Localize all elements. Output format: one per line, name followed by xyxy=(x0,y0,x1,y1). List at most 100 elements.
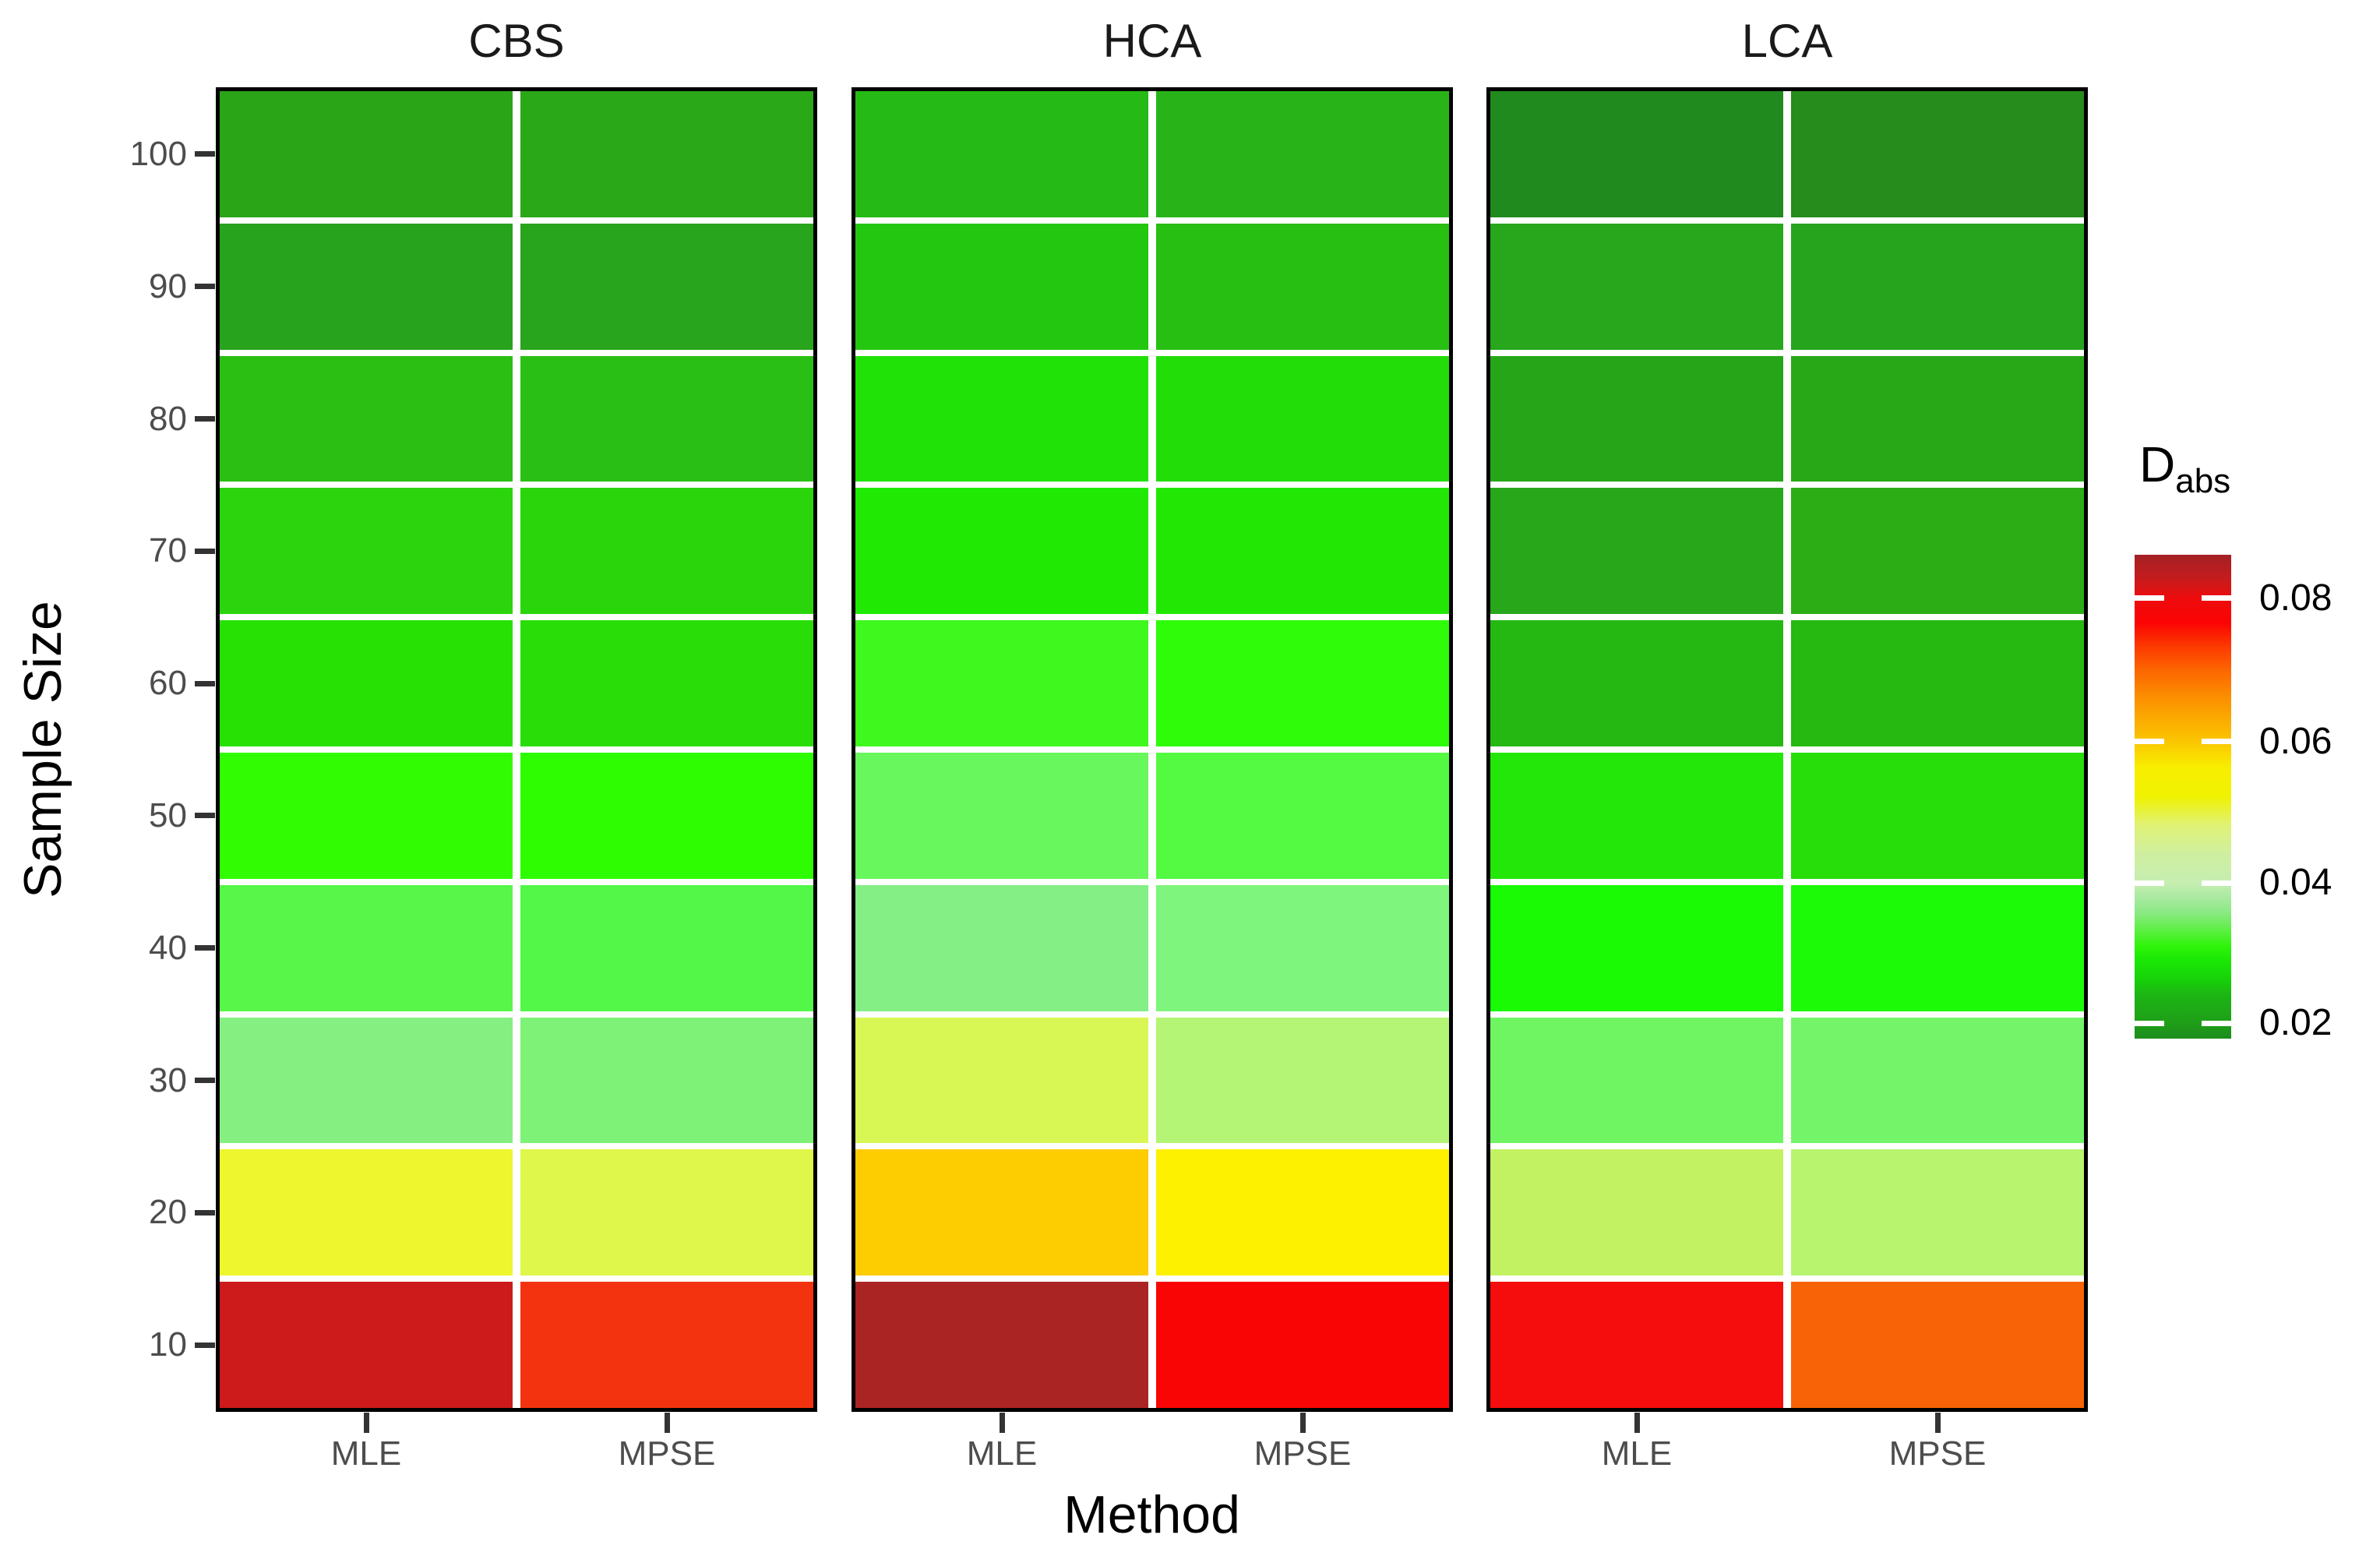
heatmap-cell xyxy=(855,1282,1148,1408)
y-axis-tick-mark xyxy=(195,945,215,951)
y-tick-label-90: 90 xyxy=(149,266,187,305)
x-axis-tick-mark xyxy=(999,1413,1005,1433)
heatmap-cell xyxy=(855,620,1148,746)
legend-tick-mark xyxy=(2135,1020,2164,1026)
x-tick-label-mpse: MPSE xyxy=(1253,1434,1352,1473)
x-axis-tick-mark xyxy=(1634,1413,1640,1433)
x-axis-tick-mark xyxy=(664,1413,670,1433)
heatmap-cell xyxy=(220,355,513,482)
y-tick-label-30: 30 xyxy=(149,1060,187,1099)
x-tick-label-mle: MLE xyxy=(330,1434,402,1473)
heatmap-cell xyxy=(220,1149,513,1276)
heatmap-cell xyxy=(1490,1017,1783,1144)
heatmap-cell xyxy=(520,1282,813,1408)
heatmap-cell xyxy=(1791,223,2084,350)
heatmap-cell xyxy=(855,91,1148,217)
heatmap-cell xyxy=(1490,1149,1783,1276)
facet-panel-hca xyxy=(852,87,1453,1412)
heatmap-cell xyxy=(1156,620,1449,746)
heatmap-cell xyxy=(855,223,1148,350)
facet-panel-lca xyxy=(1486,87,2088,1412)
heatmap-cell xyxy=(855,1017,1148,1144)
heatmap-cell xyxy=(855,884,1148,1011)
y-tick-label-20: 20 xyxy=(149,1193,187,1232)
heatmap-cell xyxy=(1490,753,1783,879)
heatmap-cell xyxy=(1791,620,2084,746)
y-axis-tick-mark xyxy=(195,548,215,554)
heatmap-cell xyxy=(1791,91,2084,217)
heatmap-cell xyxy=(520,884,813,1011)
x-axis-title: Method xyxy=(1063,1485,1240,1544)
legend-tick-mark xyxy=(2135,880,2164,886)
heatmap-cell xyxy=(220,488,513,615)
y-tick-label-70: 70 xyxy=(149,531,187,570)
y-axis-tick-mark xyxy=(195,680,215,686)
heatmap-cell xyxy=(1156,223,1449,350)
legend-colorbar xyxy=(2135,555,2231,1039)
facet-title-lca: LCA xyxy=(1741,15,1833,67)
heatmap-cell xyxy=(855,355,1148,482)
heatmap-cell xyxy=(520,488,813,615)
heatmap-cell xyxy=(1791,1149,2084,1276)
heatmap-cell xyxy=(220,620,513,746)
heatmap-cell xyxy=(1791,355,2084,482)
legend-tick-mark xyxy=(2202,595,2231,602)
y-tick-label-100: 100 xyxy=(129,134,187,173)
heatmap-cell xyxy=(1156,488,1449,615)
heatmap-cell xyxy=(520,223,813,350)
x-tick-label-mpse: MPSE xyxy=(618,1434,716,1473)
legend-title-main: D xyxy=(2139,436,2176,492)
x-axis-tick-mark xyxy=(1934,1413,1941,1433)
heatmap-cell xyxy=(520,620,813,746)
heatmap-cell xyxy=(520,355,813,482)
heatmap-cell xyxy=(1791,488,2084,615)
heatmap-cell xyxy=(1490,488,1783,615)
heatmap-cell xyxy=(855,753,1148,879)
y-tick-label-60: 60 xyxy=(149,664,187,703)
y-axis-tick-mark xyxy=(195,1342,215,1348)
heatmap-cell xyxy=(220,1282,513,1408)
heatmap-cell xyxy=(220,91,513,217)
legend-title: Dabs xyxy=(2139,436,2230,510)
heatmap-cell xyxy=(220,884,513,1011)
y-axis-tick-mark xyxy=(195,1209,215,1216)
heatmap-cell xyxy=(1156,355,1449,482)
heatmap-cell xyxy=(1156,1149,1449,1276)
y-tick-label-10: 10 xyxy=(149,1325,187,1364)
legend-tick-mark xyxy=(2135,595,2164,602)
heatmap-cell xyxy=(1490,223,1783,350)
y-axis-tick-mark xyxy=(195,151,215,157)
heatmap-cell xyxy=(1156,91,1449,217)
heatmap-cell xyxy=(855,1149,1148,1276)
y-axis-tick-mark xyxy=(195,1078,215,1083)
heatmap-cell xyxy=(1156,884,1449,1011)
heatmap-cell xyxy=(855,488,1148,615)
heatmap-cell xyxy=(1791,884,2084,1011)
facet-title-cbs: CBS xyxy=(468,15,565,67)
y-axis-title: Sample Size xyxy=(13,601,72,898)
heatmap-cell xyxy=(220,1017,513,1144)
legend-tick-mark xyxy=(2202,739,2231,745)
legend-tick-label-0.02: 0.02 xyxy=(2259,1002,2332,1044)
heatmap-cell xyxy=(1156,1282,1449,1408)
heatmap-cell xyxy=(1791,1017,2084,1144)
heatmap-cell xyxy=(1156,1017,1449,1144)
legend-tick-mark xyxy=(2135,739,2164,745)
heatmap-cell xyxy=(1791,1282,2084,1408)
legend-tick-mark xyxy=(2202,880,2231,886)
heatmap-cell xyxy=(1490,91,1783,217)
y-tick-label-40: 40 xyxy=(149,928,187,967)
y-tick-label-50: 50 xyxy=(149,796,187,834)
heatmap-cell xyxy=(1490,1282,1783,1408)
legend-tick-label-0.04: 0.04 xyxy=(2259,862,2332,904)
x-axis-tick-mark xyxy=(1299,1413,1306,1433)
y-tick-label-80: 80 xyxy=(149,399,187,438)
heatmap-cell xyxy=(1490,620,1783,746)
facet-panel-cbs xyxy=(216,87,817,1412)
x-axis-tick-mark xyxy=(363,1413,369,1433)
y-axis-tick-mark xyxy=(195,284,215,290)
x-tick-label-mle: MLE xyxy=(1601,1434,1673,1473)
y-axis-tick-mark xyxy=(195,813,215,819)
x-tick-label-mpse: MPSE xyxy=(1888,1434,1987,1473)
